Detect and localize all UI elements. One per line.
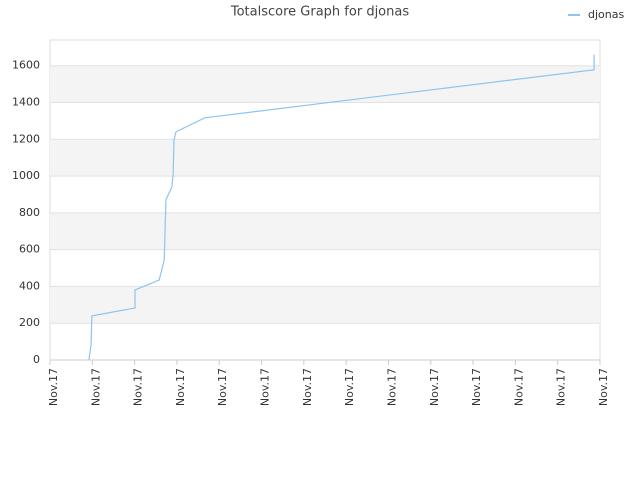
y-tick-label: 800 xyxy=(19,206,40,219)
x-tick-label: Nov.17 xyxy=(132,368,145,406)
x-tick-label: Nov.17 xyxy=(47,368,60,406)
legend-label: djonas xyxy=(588,8,624,21)
x-tick-label: Nov.17 xyxy=(385,368,398,406)
x-tick-label: Nov.17 xyxy=(597,368,610,406)
chart-title: Totalscore Graph for djonas xyxy=(230,5,409,20)
grid-band xyxy=(50,212,600,250)
y-tick-label: 1200 xyxy=(12,132,40,145)
x-tick-label: Nov.17 xyxy=(470,368,483,406)
y-tick-label: 1000 xyxy=(12,169,40,182)
x-tick-label: Nov.17 xyxy=(428,368,441,406)
x-tick-label: Nov.17 xyxy=(512,368,525,406)
x-tick-label: Nov.17 xyxy=(301,368,314,406)
x-tick-label: Nov.17 xyxy=(216,368,229,406)
x-tick-label: Nov.17 xyxy=(555,368,568,406)
y-tick-label: 1400 xyxy=(12,96,40,109)
x-tick-label: Nov.17 xyxy=(343,368,356,406)
y-tick-label: 1600 xyxy=(12,59,40,72)
y-tick-label: 600 xyxy=(19,243,40,256)
y-tick-label: 400 xyxy=(19,279,40,292)
x-tick-label: Nov.17 xyxy=(174,368,187,406)
y-tick-label: 200 xyxy=(19,316,40,329)
x-tick-label: Nov.17 xyxy=(259,368,272,406)
line xyxy=(88,54,595,361)
x-tick-label: Nov.17 xyxy=(89,368,102,406)
grid-band xyxy=(50,65,600,103)
grid-band xyxy=(50,139,600,177)
grid-band xyxy=(50,286,600,324)
y-tick-label: 0 xyxy=(33,353,40,366)
